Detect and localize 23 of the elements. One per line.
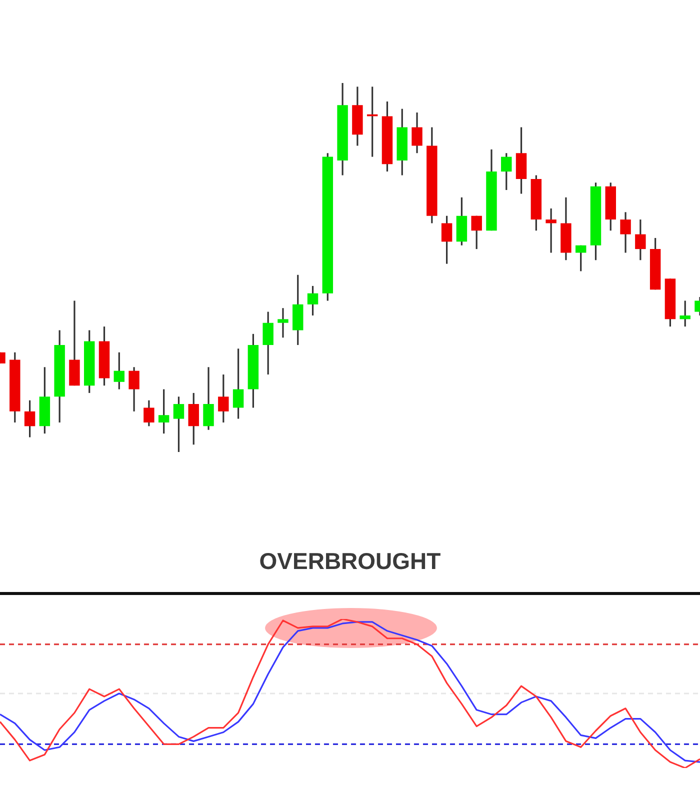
candlestick — [441, 215, 452, 265]
candlestick — [128, 366, 140, 412]
candlestick — [546, 208, 556, 254]
candlestick — [173, 396, 184, 453]
candlestick — [307, 285, 318, 316]
candlestick — [158, 388, 170, 434]
candlestick — [232, 348, 244, 420]
candlestick — [203, 366, 214, 431]
candlestick — [412, 112, 422, 154]
candlestick — [114, 352, 125, 390]
candlestick — [575, 244, 586, 272]
candlestick — [262, 310, 274, 376]
candlestick — [680, 300, 690, 328]
candlestick — [635, 218, 646, 261]
candlestick — [620, 211, 631, 254]
candlestick — [144, 400, 154, 427]
candlestick — [24, 400, 36, 438]
candlestick — [278, 307, 288, 338]
candlestick — [218, 374, 229, 424]
candlestick — [501, 152, 512, 191]
chart-title: OVERBROUGHT — [258, 548, 442, 575]
candlestick — [471, 215, 482, 250]
candlestick — [188, 392, 199, 446]
